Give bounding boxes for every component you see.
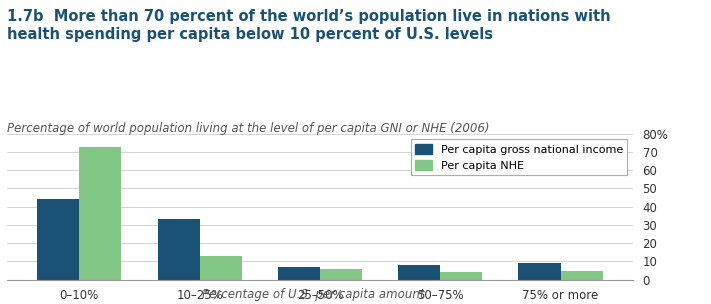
Bar <box>200 256 242 280</box>
Text: Percentage of world population living at the level of per capita GNI or NHE (200: Percentage of world population living at… <box>7 122 490 135</box>
Bar <box>560 271 603 280</box>
Bar <box>158 219 200 280</box>
Bar <box>440 272 482 280</box>
Text: 1.7b  More than 70 percent of the world’s population live in nations with
health: 1.7b More than 70 percent of the world’s… <box>7 9 611 42</box>
Bar <box>518 263 560 280</box>
Bar <box>398 265 440 280</box>
Legend: Per capita gross national income, Per capita NHE: Per capita gross national income, Per ca… <box>410 139 627 175</box>
Text: Percentage of U.S. per capita amount: Percentage of U.S. per capita amount <box>202 288 424 301</box>
Bar <box>37 199 80 280</box>
Bar <box>320 269 362 280</box>
Bar <box>278 267 320 280</box>
Bar <box>80 147 122 280</box>
